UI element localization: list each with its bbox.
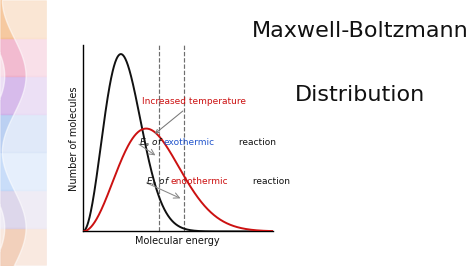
Text: Increased temperature: Increased temperature [142,97,246,133]
Text: reaction: reaction [236,138,276,147]
Bar [0,38,47,76]
X-axis label: Molecular energy: Molecular energy [136,236,220,246]
Bar [0,114,47,152]
Bar [0,190,47,228]
Text: reaction: reaction [250,177,290,186]
Text: $E_a$ of: $E_a$ of [146,176,171,188]
Bar [0,76,47,114]
Bar [0,228,47,266]
Text: exothermic: exothermic [163,138,214,147]
Bar [0,0,47,38]
Text: endothermic: endothermic [170,177,228,186]
Bar [0,152,47,190]
Text: $E_a$ of: $E_a$ of [139,136,163,149]
Y-axis label: Number of molecules: Number of molecules [69,86,79,190]
Text: Maxwell-Boltzmann: Maxwell-Boltzmann [252,21,469,41]
Text: Distribution: Distribution [295,85,425,105]
